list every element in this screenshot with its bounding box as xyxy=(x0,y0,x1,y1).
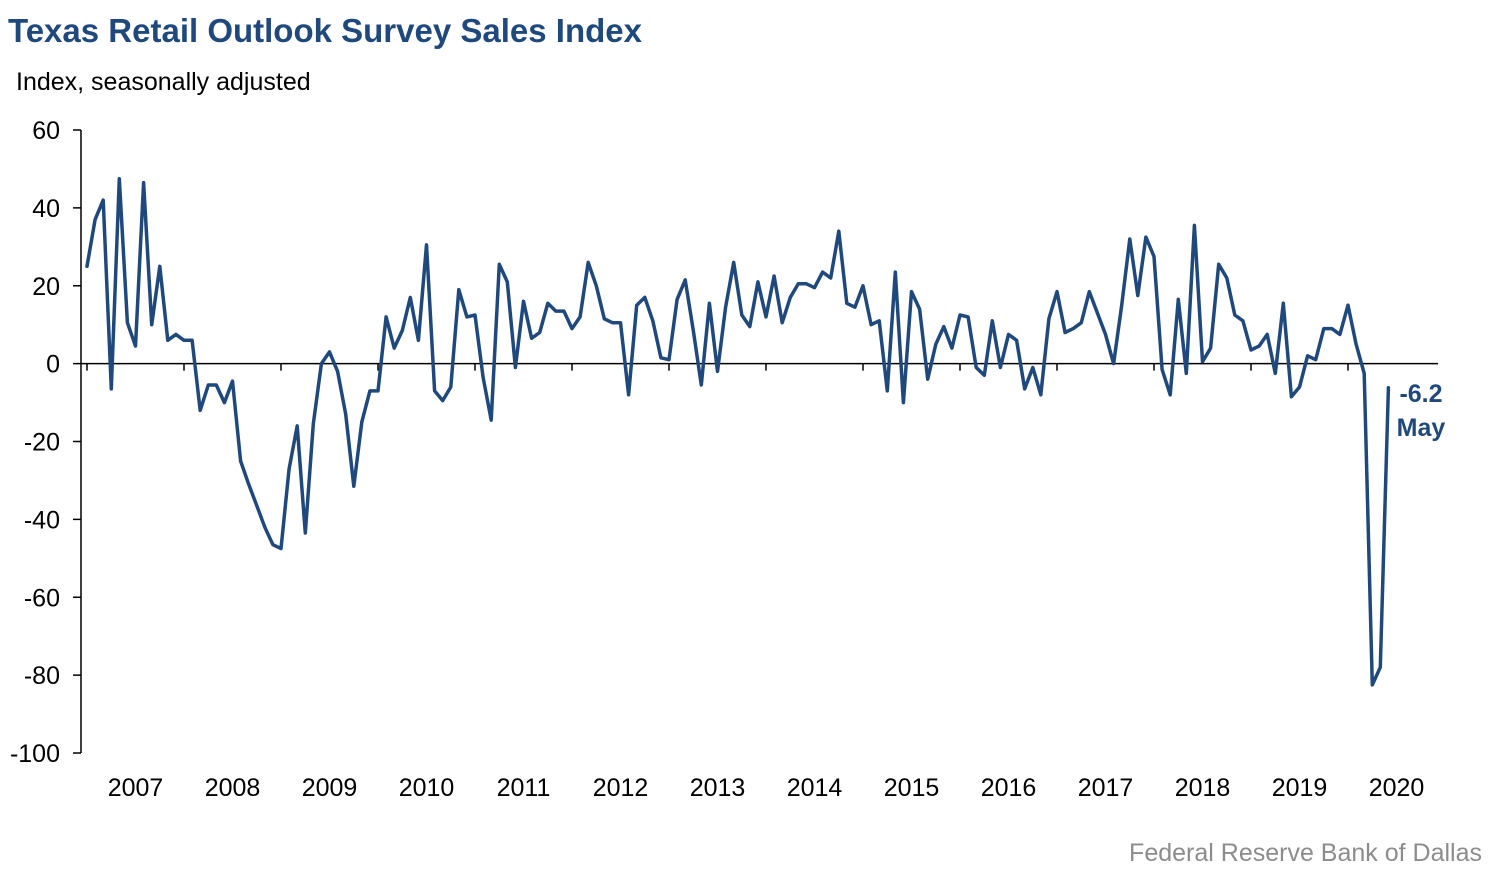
x-tick-label: 2017 xyxy=(1078,774,1134,802)
x-tick-label: 2019 xyxy=(1272,774,1328,802)
annotation-layer: -6.2 May xyxy=(1397,380,1446,442)
y-tick-label: 40 xyxy=(32,195,60,223)
y-tick-label: 60 xyxy=(32,117,60,145)
x-tick-label: 2012 xyxy=(593,774,649,802)
series-line xyxy=(85,176,1391,687)
x-tick-label: 2007 xyxy=(108,774,164,802)
chart-axes: 60 40 20 0 -20 -40 -60 -80 -100 2007 2008 2009 2010 2… xyxy=(10,117,1438,802)
chart-title: Texas Retail Outlook Survey Sales Index xyxy=(8,12,642,49)
chart-subtitle: Index, seasonally adjusted xyxy=(16,68,311,96)
y-tick-label: 20 xyxy=(32,273,60,301)
x-tick-label: 2015 xyxy=(884,774,940,802)
x-tick-label: 2008 xyxy=(205,774,261,802)
y-tick-label: -80 xyxy=(24,662,60,690)
y-tick-label: -20 xyxy=(24,429,60,457)
source-note: Federal Reserve Bank of Dallas xyxy=(1129,839,1482,867)
y-tick-label: -60 xyxy=(24,584,60,612)
x-tick-label: 2011 xyxy=(497,774,551,802)
x-tick-label: 2020 xyxy=(1369,774,1425,802)
x-tick-label: 2013 xyxy=(690,774,746,802)
x-tick-label: 2014 xyxy=(787,774,843,802)
last-month-label: May xyxy=(1397,414,1446,442)
y-tick-label: -40 xyxy=(24,506,60,534)
series-layer xyxy=(85,176,1391,687)
x-tick-label: 2009 xyxy=(302,774,358,802)
y-tick-label: 0 xyxy=(46,351,60,379)
y-tick-label: -100 xyxy=(10,740,60,768)
x-tick-label: 2018 xyxy=(1175,774,1231,802)
x-tick-label: 2016 xyxy=(981,774,1037,802)
last-value-label: -6.2 xyxy=(1399,380,1442,408)
x-tick-label: 2010 xyxy=(399,774,455,802)
